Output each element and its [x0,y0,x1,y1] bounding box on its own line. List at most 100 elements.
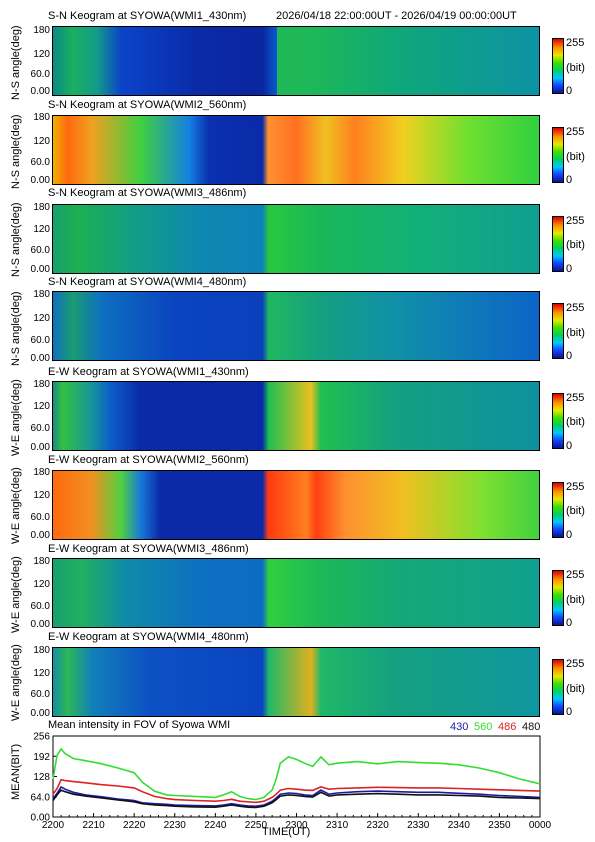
keogram-title: E-W Keogram at SYOWA(WMI3_486nm) [48,543,249,555]
ytick: 180 [33,379,50,390]
colorbar [552,659,564,715]
keogram-image [53,204,540,274]
colorbar-unit: (bit) [566,151,585,163]
ytick: 60.0 [30,335,50,346]
ytick: 120 [33,401,50,412]
chart-title: Mean intensity in FOV of Syowa WMI [48,719,231,731]
keogram-image [53,381,540,451]
ytick: 0.00 [30,708,50,719]
colorbar [552,38,564,94]
colorbar-min: 0 [566,174,573,186]
keogram-image [53,115,540,185]
colorbar-unit: (bit) [566,416,585,428]
colorbar-min: 0 [566,263,573,275]
legend-item-486: 486 [498,721,517,733]
ytick: 0.00 [30,619,50,630]
y-tick-label: 128 [33,772,50,783]
ytick: 0.00 [30,175,50,186]
keogram-image [53,26,540,96]
keogram-image [53,558,540,628]
colorbar-unit: (bit) [566,239,585,251]
time-range-header: 2026/04/18 22:00:00UT - 2026/04/19 00:00… [276,10,517,22]
colorbar-max: 255 [566,215,585,227]
ytick: 180 [33,467,50,478]
keogram-title: E-W Keogram at SYOWA(WMI2_560nm) [48,454,249,466]
ytick: 120 [33,490,50,501]
ytick: 0.00 [30,353,50,364]
ytick: 60.0 [30,601,50,612]
colorbar-min: 0 [566,85,573,97]
x-tick-label: 2220 [123,820,146,831]
x-tick-label: 2300 [285,820,308,831]
keogram-title: E-W Keogram at SYOWA(WMI1_430nm) [48,366,249,378]
ytick: 60.0 [30,512,50,523]
plot-frame [52,735,541,818]
colorbar [552,303,564,359]
ytick: 180 [33,25,50,36]
colorbar-unit: (bit) [566,683,585,695]
colorbar-min: 0 [566,350,573,362]
keogram-title: S-N Keogram at SYOWA(WMI2_560nm) [48,99,247,111]
colorbar-min: 0 [566,440,573,452]
ytick: 120 [33,224,50,235]
colorbar-min: 0 [566,706,573,718]
colorbar [552,393,564,449]
colorbar-max: 255 [566,658,585,670]
colorbar [552,216,564,272]
x-tick-label: 2350 [488,820,511,831]
ytick: 60.0 [30,69,50,80]
series-line-480 [52,789,541,809]
colorbar-unit: (bit) [566,505,585,517]
y-tick-label: 64.0 [31,792,51,803]
ytick: 60.0 [30,245,50,256]
ytick: 120 [33,668,50,679]
colorbar [552,482,564,538]
chart-xlabel: TIME(UT) [262,826,311,838]
keogram-image [53,291,540,361]
x-tick-label: 2240 [204,820,227,831]
ytick: 180 [33,645,50,656]
legend-item-480: 480 [522,721,541,733]
colorbar-max: 255 [566,481,585,493]
x-tick-label: 0000 [529,820,552,831]
legend-item-430: 430 [450,721,469,733]
keogram-title: S-N Keogram at SYOWA(WMI4_480nm) [48,276,247,288]
ytick: 0.00 [30,530,50,541]
x-tick-label: 2250 [245,820,268,831]
keogram-title: S-N Keogram at SYOWA(WMI3_486nm) [48,187,247,199]
ytick: 120 [33,579,50,590]
x-tick-label: 2210 [82,820,105,831]
y-tick-label: 192 [33,752,50,763]
y-tick-label: 256 [33,732,50,743]
legend-item-560: 560 [474,721,493,733]
colorbar-unit: (bit) [566,62,585,74]
ytick: 120 [33,313,50,324]
ytick: 180 [33,112,50,123]
colorbar-max: 255 [566,392,585,404]
x-tick-label: 2230 [164,820,187,831]
colorbar-max: 255 [566,126,585,138]
x-tick-label: 2330 [407,820,430,831]
x-tick-label: 2200 [42,820,65,831]
ytick: 60.0 [30,689,50,700]
ytick: 0.00 [30,442,50,453]
x-tick-label: 2320 [367,820,390,831]
colorbar-max: 255 [566,569,585,581]
ytick: 60.0 [30,157,50,168]
colorbar-max: 255 [566,37,585,49]
colorbar [552,570,564,626]
ytick: 60.0 [30,423,50,434]
ytick: 180 [33,289,50,300]
ytick: 120 [33,49,50,60]
colorbar-min: 0 [566,617,573,629]
x-tick-label: 2340 [448,820,471,831]
colorbar-max: 255 [566,302,585,314]
ytick: 0.00 [30,264,50,275]
y-tick-label: 0.00 [31,813,51,824]
series-line-560 [52,747,541,801]
colorbar-min: 0 [566,529,573,541]
keogram-image [53,470,540,540]
keogram-title: E-W Keogram at SYOWA(WMI4_480nm) [48,631,249,643]
series-line-486 [52,778,541,804]
